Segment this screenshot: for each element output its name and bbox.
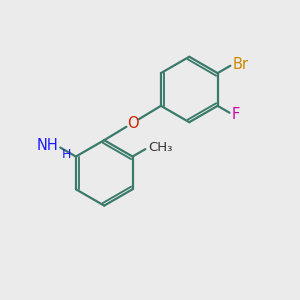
Text: Br: Br (233, 57, 249, 72)
Text: O: O (127, 116, 138, 130)
Text: NH: NH (37, 138, 58, 153)
Text: CH₃: CH₃ (148, 141, 172, 154)
Text: H: H (61, 148, 71, 161)
Text: F: F (232, 106, 240, 122)
